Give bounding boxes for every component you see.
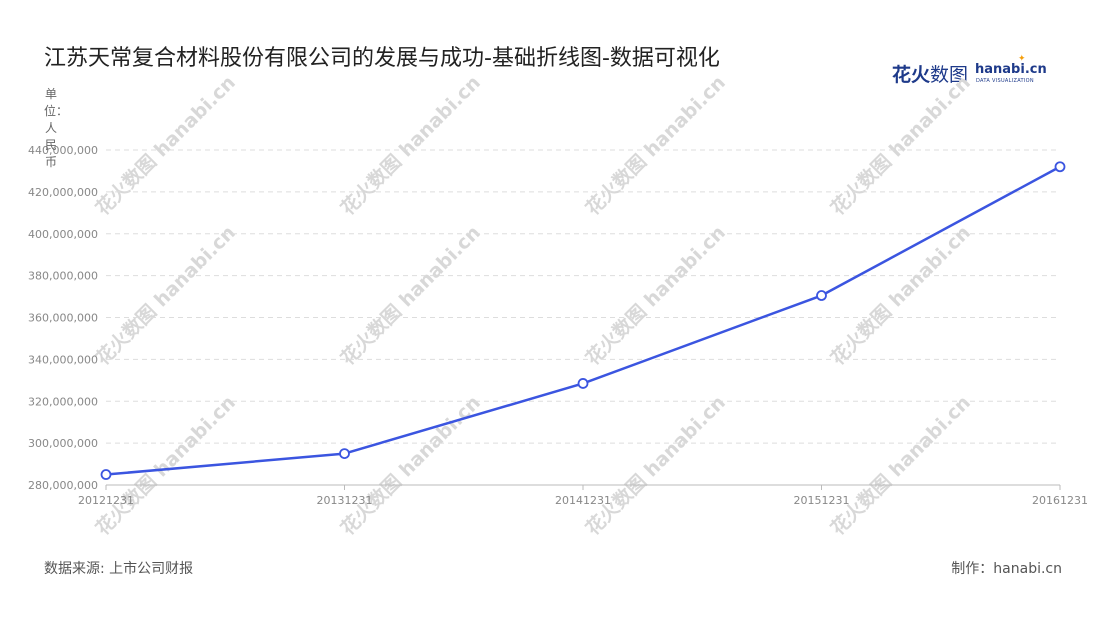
y-tick-label-7: 420,000,000 <box>28 186 98 199</box>
y-axis-ticks: 280,000,000 300,000,000 320,000,000 340,000… <box>28 144 98 492</box>
watermark-1-2: 花火数图 hanabi.cn <box>336 391 485 540</box>
chart-title: 江苏天常复合材料股份有限公司的发展与成功-基础折线图-数据可视化 <box>44 46 720 71</box>
series-line-0 <box>105 165 1061 476</box>
x-tick-label-0: 20121231 <box>78 494 134 507</box>
x-tick-label-1: 20131231 <box>317 494 373 507</box>
x-axis: 20121231 20131231 20141231 20151231 20161231 <box>78 484 1088 507</box>
y-tick-label-8: 440,000,000 <box>28 144 98 157</box>
logo-domain: hanabi.cn <box>975 62 1047 77</box>
series-layer <box>100 161 1066 480</box>
y-tick-label-4: 360,000,000 <box>28 312 98 325</box>
watermark-3-1: 花火数图 hanabi.cn <box>826 221 975 370</box>
watermark-1-1: 花火数图 hanabi.cn <box>336 221 485 370</box>
y-tick-label-3: 340,000,000 <box>28 353 98 366</box>
data-point-1 <box>339 448 350 459</box>
y-axis-unit-label: 单位：人民币 <box>44 87 69 169</box>
data-point-2 <box>577 378 589 389</box>
data-point-3 <box>816 290 827 301</box>
watermark-2-0: 花火数图 hanabi.cn <box>581 71 730 220</box>
data-source: 数据来源: 上市公司财报 <box>44 561 194 577</box>
spark-icon: ✦ <box>1018 54 1026 64</box>
watermark-1-0: 花火数图 hanabi.cn <box>336 71 485 220</box>
y-tick-label-1: 300,000,000 <box>28 437 98 450</box>
watermark-2-2: 花火数图 hanabi.cn <box>581 391 730 540</box>
grid-lines <box>106 149 1060 444</box>
y-tick-label-5: 380,000,000 <box>28 270 98 283</box>
watermark-0-1: 花火数图 hanabi.cn <box>91 221 240 370</box>
x-tick-label-3: 20151231 <box>794 494 850 507</box>
logo-text: 花火数图 <box>892 64 969 86</box>
watermark-0-0: 花火数图 hanabi.cn <box>91 71 240 220</box>
watermark-3-0: 花火数图 hanabi.cn <box>826 71 975 220</box>
data-point-0 <box>100 469 112 480</box>
y-tick-label-2: 320,000,000 <box>28 395 98 408</box>
y-tick-label-6: 400,000,000 <box>28 228 98 241</box>
x-tick-label-4: 20161231 <box>1032 494 1088 507</box>
watermark-2-1: 花火数图 hanabi.cn <box>581 221 730 370</box>
logo-subtitle: DATA VISUALIZATION <box>976 78 1034 84</box>
brand-logo: 花火数图 hanabi.cn DATA VISUALIZATION ✦ <box>892 54 1047 88</box>
watermark-3-2: 花火数图 hanabi.cn <box>826 391 975 540</box>
data-point-4 <box>1054 161 1066 173</box>
credit: 制作：hanabi.cn <box>951 561 1062 577</box>
y-tick-label-0: 280,000,000 <box>28 479 98 492</box>
x-tick-label-2: 20141231 <box>555 494 611 507</box>
